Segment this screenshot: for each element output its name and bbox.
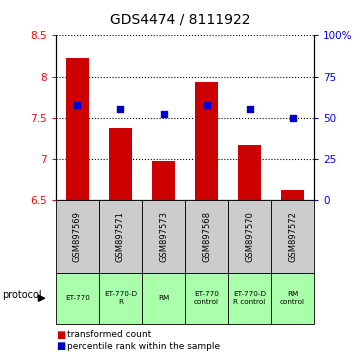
Bar	[281, 190, 304, 200]
Text: GSM897572: GSM897572	[288, 211, 297, 262]
Point	[247, 107, 252, 112]
Text: GSM897571: GSM897571	[116, 211, 125, 262]
Text: transformed count: transformed count	[67, 330, 151, 339]
Point	[204, 102, 209, 107]
Text: RM
control: RM control	[280, 291, 305, 305]
Point	[75, 102, 81, 107]
Bar	[238, 145, 261, 200]
Text: ET-770-D
R control: ET-770-D R control	[233, 291, 266, 305]
Text: GSM897569: GSM897569	[73, 211, 82, 262]
Text: ET-770-D
R: ET-770-D R	[104, 291, 137, 305]
Bar	[66, 58, 89, 200]
Bar	[109, 129, 132, 200]
Point	[290, 115, 295, 120]
Text: RM: RM	[158, 295, 169, 301]
Point	[118, 107, 123, 112]
Text: percentile rank within the sample: percentile rank within the sample	[67, 342, 220, 351]
Text: protocol: protocol	[2, 290, 42, 300]
Text: ■: ■	[56, 330, 65, 339]
Text: GDS4474 / 8111922: GDS4474 / 8111922	[110, 12, 251, 27]
Text: ET-770: ET-770	[65, 295, 90, 301]
Text: GSM897568: GSM897568	[202, 211, 211, 262]
Text: ET-770
control: ET-770 control	[194, 291, 219, 305]
Text: GSM897570: GSM897570	[245, 211, 254, 262]
Point	[161, 112, 166, 117]
Bar	[195, 82, 218, 200]
Text: GSM897573: GSM897573	[159, 211, 168, 262]
Bar	[152, 161, 175, 200]
Text: ■: ■	[56, 341, 65, 351]
